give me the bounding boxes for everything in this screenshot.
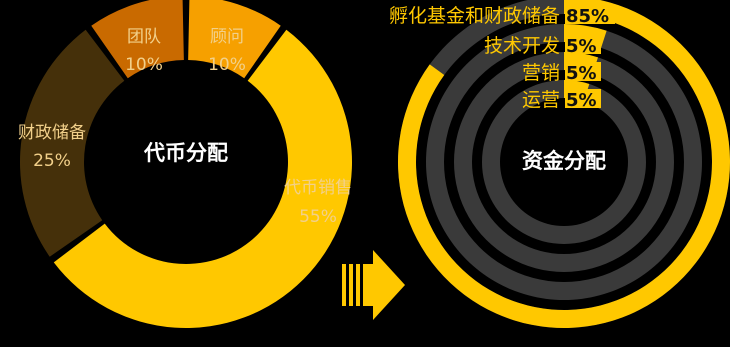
ring-label: 技术开发 bbox=[484, 35, 560, 57]
token-allocation-donut bbox=[20, 0, 353, 329]
ring-pct-text: 85% bbox=[566, 6, 609, 27]
ring-pct-badge bbox=[565, 5, 615, 24]
ring-label: 孵化基金和财政储备 bbox=[389, 5, 560, 27]
slice-label-treasury: 财政储备 bbox=[18, 123, 86, 143]
slice-pct-treasury: 25% bbox=[33, 151, 71, 171]
slice-财政储备 bbox=[20, 29, 125, 257]
ring-pct-badge bbox=[565, 89, 601, 108]
ring-pct-text: 5% bbox=[566, 90, 597, 111]
ring-label: 运营 bbox=[522, 89, 560, 111]
slice-label-token-sale: 代币销售 bbox=[284, 178, 352, 198]
slice-pct-advisors: 10% bbox=[208, 55, 246, 75]
ring-pct-badge bbox=[565, 35, 601, 54]
fund-allocation-title: 资金分配 bbox=[522, 149, 606, 173]
arrow-right-icon bbox=[342, 250, 405, 320]
ring-pct-text: 5% bbox=[566, 63, 597, 84]
ring-labels: 85% 孵化基金和财政储备 5% 技术开发 5% 营销 5% 运营 bbox=[389, 5, 615, 111]
slice-label-team: 团队 bbox=[127, 27, 161, 47]
slice-label-advisors: 顾问 bbox=[210, 27, 244, 47]
ring-pct-badge bbox=[565, 62, 601, 81]
slice-pct-token-sale: 55% bbox=[299, 207, 337, 227]
token-allocation-title: 代币分配 bbox=[143, 141, 228, 165]
slice-顾问 bbox=[188, 0, 281, 79]
slice-代币销售 bbox=[53, 29, 353, 329]
slice-pct-team: 10% bbox=[125, 55, 163, 75]
ring-pct-text: 5% bbox=[566, 36, 597, 57]
slice-团队 bbox=[91, 0, 184, 79]
ring-label: 营销 bbox=[522, 62, 560, 84]
